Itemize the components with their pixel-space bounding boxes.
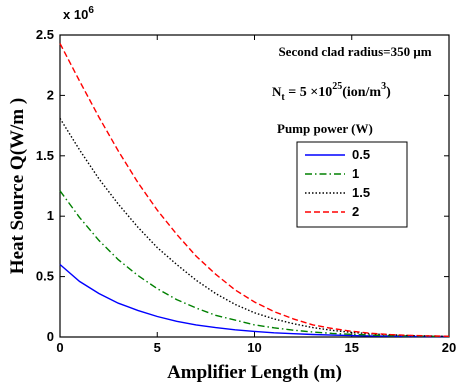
y-tick-label: 1 bbox=[47, 208, 54, 223]
y-tick-label: 2.5 bbox=[36, 27, 54, 42]
y-tick-label: 0.5 bbox=[36, 269, 54, 284]
series-line-1 bbox=[59, 190, 450, 338]
x-tick-label: 0 bbox=[56, 340, 63, 355]
legend-box bbox=[296, 141, 408, 228]
y-tick-label: 0 bbox=[47, 329, 54, 344]
x-tick-label: 15 bbox=[345, 340, 359, 355]
series-line-2 bbox=[59, 43, 450, 337]
legend-title: Pump power (W) bbox=[277, 121, 373, 136]
legend-label-1.5: 1.5 bbox=[352, 185, 370, 200]
annotation-nt: Nt = 5 ×1025(ion/m3) bbox=[272, 81, 391, 103]
legend-label-0.5: 0.5 bbox=[352, 147, 370, 162]
x-tick-label: 20 bbox=[442, 340, 456, 355]
y-axis-label: Heat Source Q(W/m ) bbox=[7, 98, 28, 274]
x-tick-label: 5 bbox=[154, 340, 161, 355]
x-tick-label: 10 bbox=[247, 340, 261, 355]
legend-label-1: 1 bbox=[352, 166, 359, 181]
y-tick-label: 1.5 bbox=[36, 148, 54, 163]
legend-label-2: 2 bbox=[352, 204, 359, 219]
annotation-radius: Second clad radius=350 μm bbox=[278, 44, 431, 59]
y-tick-label: 2 bbox=[47, 87, 54, 102]
x-axis-label: Amplifier Length (m) bbox=[167, 362, 342, 383]
plot-area: 0 5 10 15 20 0 0.5 1 1.5 2 2.5 x 106 Amplifier Lengt… bbox=[7, 5, 456, 383]
y-multiplier: x 106 bbox=[63, 5, 94, 22]
